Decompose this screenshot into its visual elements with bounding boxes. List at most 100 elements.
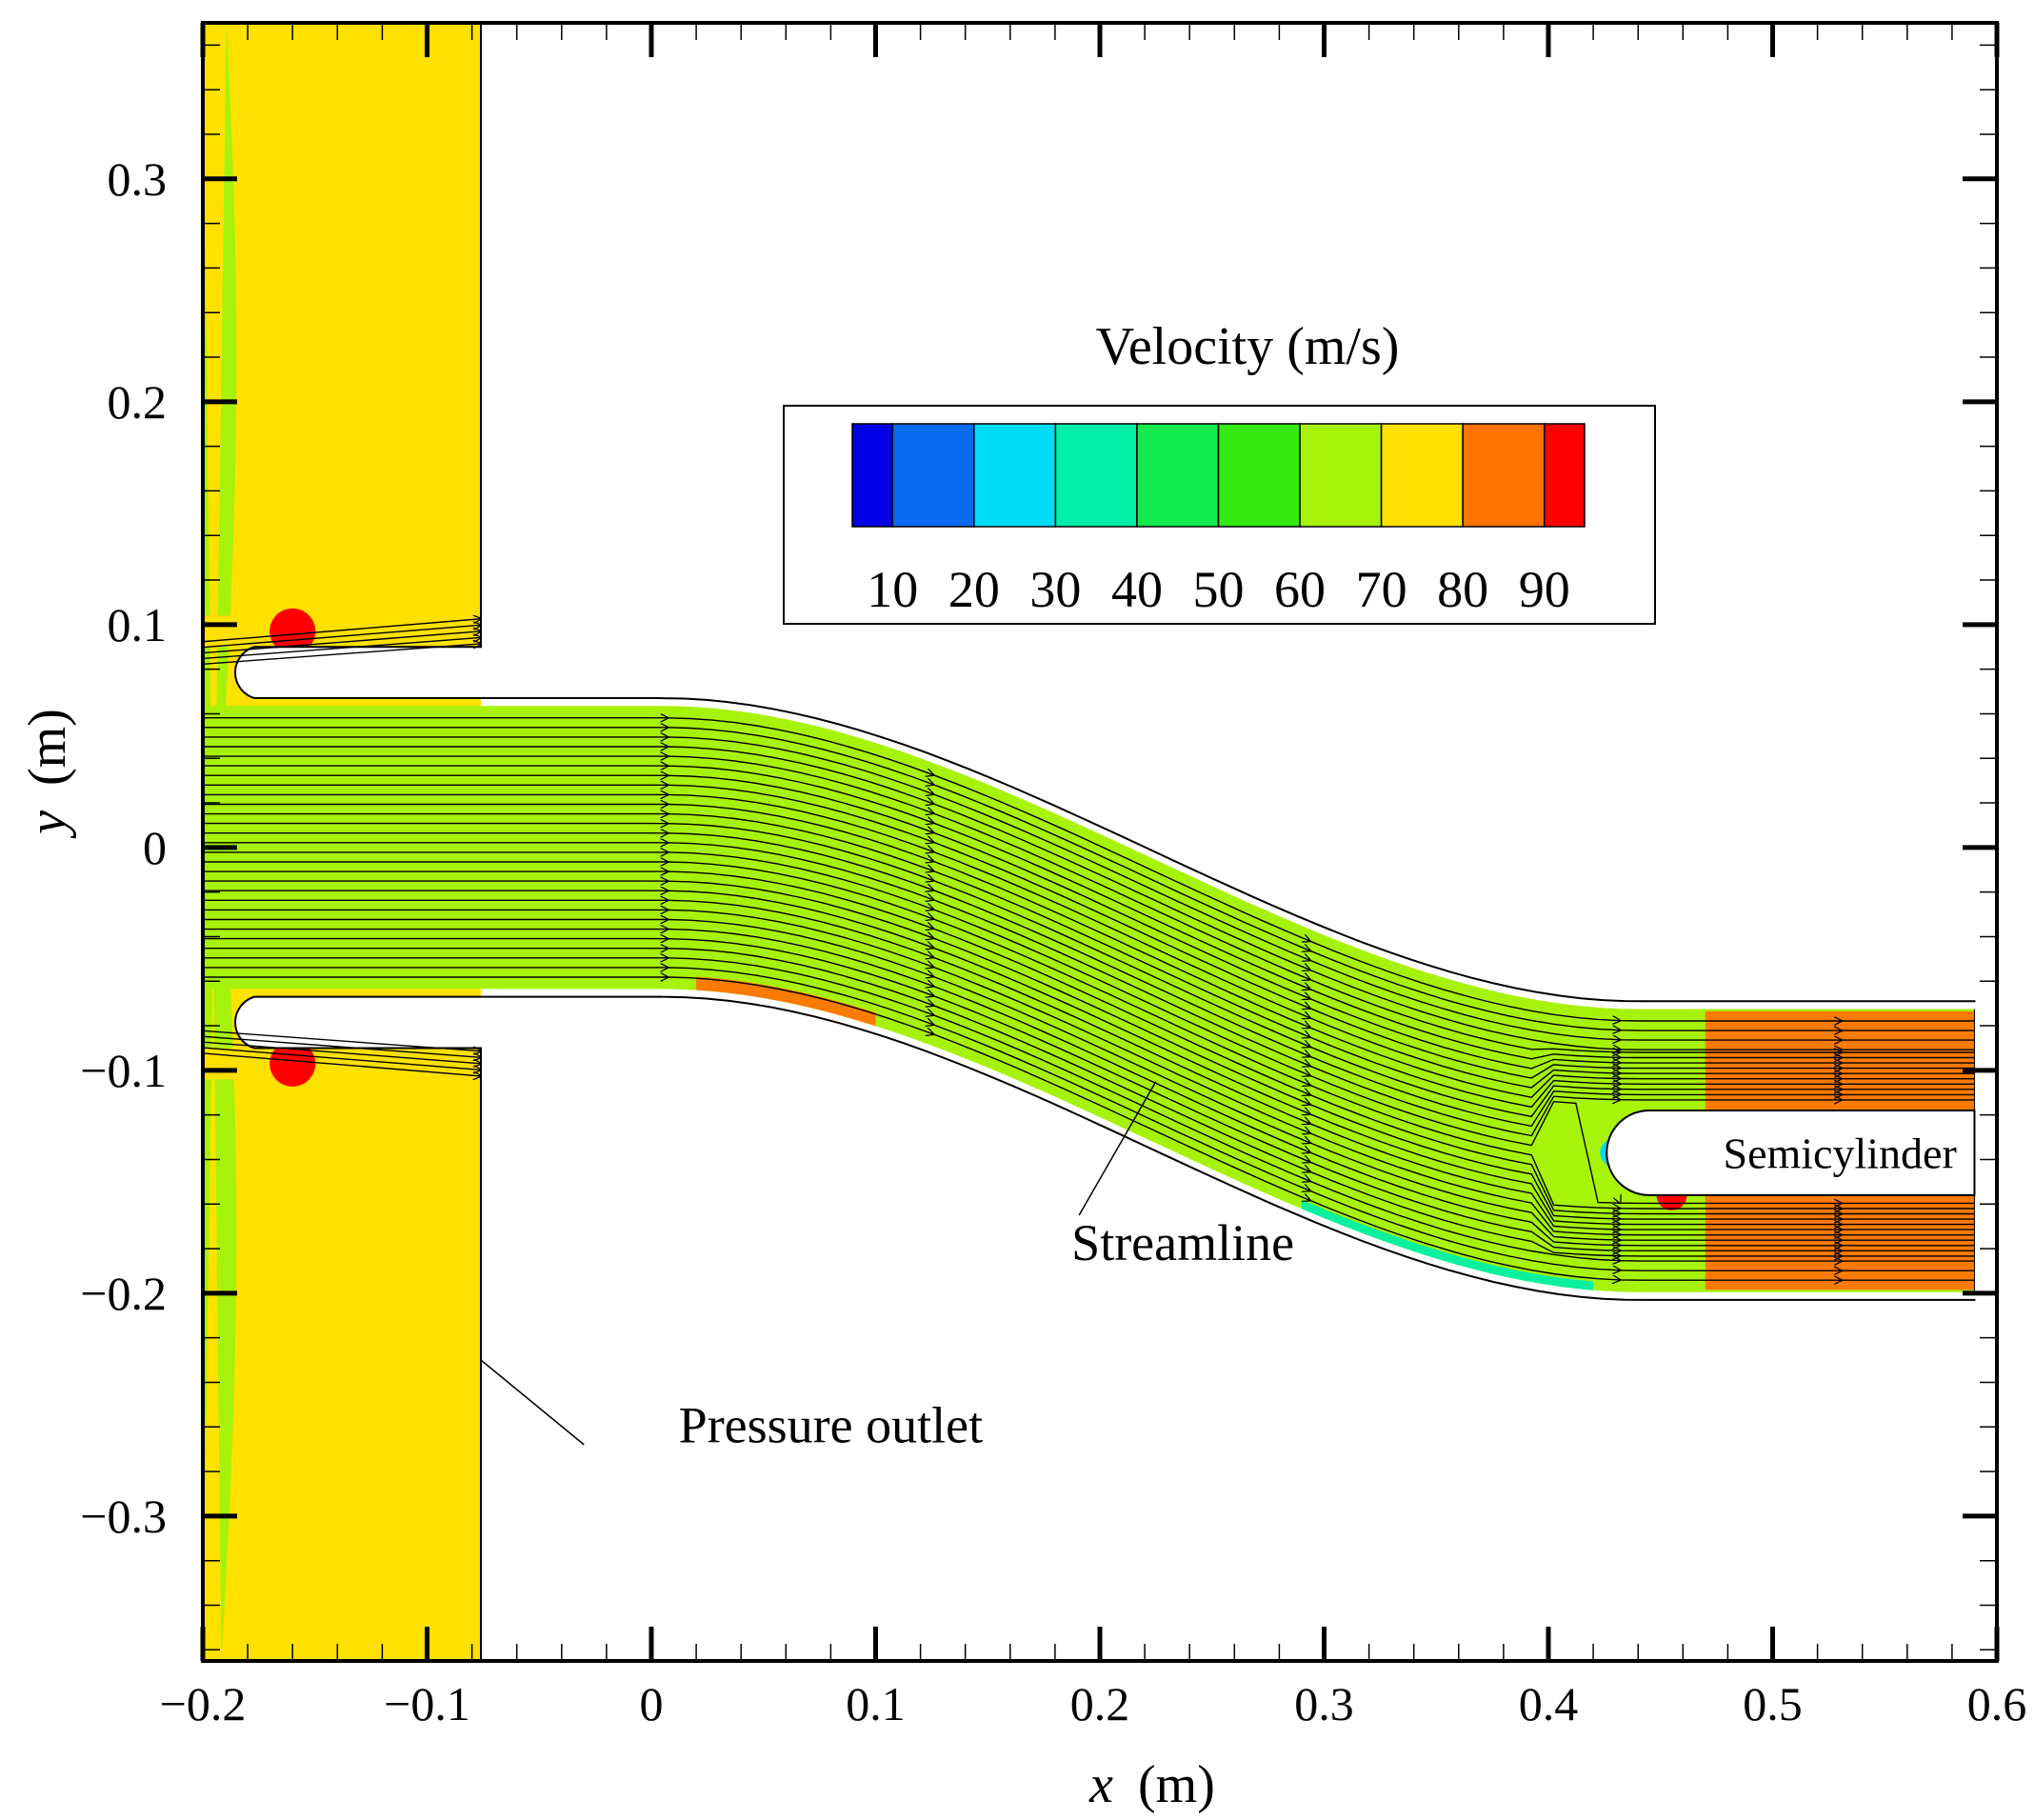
legend-level-labels: 10 20 30 40 50 60 70 80 90	[867, 561, 1569, 618]
legend-level-label: 90	[1519, 561, 1570, 618]
legend-level-label: 60	[1274, 561, 1326, 618]
legend-swatches	[851, 423, 1586, 528]
streamline-9	[203, 899, 1975, 1230]
streamline-7	[203, 918, 1975, 1241]
streamline-26	[203, 736, 1975, 1041]
slot-streamline-1-5	[203, 619, 481, 643]
x-tick-label: 0.5	[1743, 1677, 1803, 1730]
y-axis-symbol: y	[18, 810, 77, 839]
annotation-leader	[480, 1359, 585, 1446]
streamline-5	[203, 937, 1975, 1251]
streamline-23	[203, 765, 1975, 1060]
legend-level-label: 10	[867, 561, 918, 618]
y-tick-label: −0.1	[80, 1044, 167, 1097]
legend-level-label: 20	[948, 561, 1000, 618]
legend-swatch	[1217, 423, 1301, 528]
streamline-3	[203, 957, 1975, 1262]
streamline-13	[203, 861, 1975, 1210]
annotation-label: Streamline	[1071, 1214, 1294, 1271]
streamline-28	[203, 717, 1975, 1022]
x-tick-labels: −0.2 −0.1 0 0.1 0.2 0.3 0.4 0.5 0.6	[160, 1677, 2027, 1730]
semicylinder-body	[1606, 1109, 1976, 1196]
annotation-label: Pressure outlet	[679, 1397, 983, 1454]
x-tick-label: −0.2	[160, 1677, 247, 1730]
annotation-leader	[1078, 1081, 1157, 1216]
x-tick-label: 0.6	[1967, 1677, 2027, 1730]
plot-area	[203, 23, 1997, 1661]
lip-fast-zone-lower	[269, 1040, 316, 1087]
zone-upper-wall	[741, 711, 1212, 953]
streamline-25	[203, 746, 1975, 1050]
legend-level-label: 40	[1111, 561, 1163, 618]
streamline-1	[203, 976, 1975, 1281]
legend-level-label: 70	[1356, 561, 1407, 618]
slot-streamline-2-5	[203, 1030, 481, 1050]
legend-swatch	[1543, 423, 1586, 528]
slot-streamline-1-3	[203, 631, 481, 654]
slot-streamline-1-2	[203, 637, 481, 660]
y-axis-label: y (m)	[18, 709, 77, 839]
x-tick-label: −0.1	[384, 1677, 470, 1730]
slot-streamline-1-1	[203, 644, 481, 666]
legend-swatch	[891, 423, 975, 528]
streamline-18	[203, 812, 1975, 1109]
streamline-21	[203, 784, 1975, 1079]
lower-wall-block	[234, 995, 1997, 1661]
slot-streamline-2-4	[203, 1035, 481, 1057]
streamline-17	[203, 822, 1975, 1118]
x-tick-label: 0.1	[846, 1677, 906, 1730]
legend-swatch	[851, 423, 894, 528]
streamline-8	[203, 909, 1975, 1236]
legend-swatch	[973, 423, 1057, 528]
legend-level-label: 30	[1029, 561, 1081, 618]
x-tick-label: 0.3	[1294, 1677, 1354, 1730]
streamline-12	[203, 870, 1975, 1215]
y-axis-unit: (m)	[18, 709, 77, 786]
x-axis-label: x (m)	[1088, 1755, 1215, 1814]
zone-lower-wall	[696, 976, 876, 1027]
streamline-4	[203, 948, 1975, 1257]
streamline-27	[203, 727, 1975, 1031]
legend-swatch	[1380, 423, 1464, 528]
duct-exit-blank	[1975, 23, 1997, 1661]
streamline-2	[203, 967, 1975, 1271]
x-tick-label: 0.4	[1519, 1677, 1579, 1730]
y-tick-label: 0.3	[108, 152, 168, 206]
legend-swatch	[1136, 423, 1220, 528]
annotation-leaders	[480, 1081, 1157, 1446]
lip-fast-zone-upper	[269, 608, 316, 654]
streamline-11	[203, 880, 1975, 1220]
streamline-14	[203, 851, 1975, 1205]
axis-ticks	[200, 23, 2000, 1661]
streamlines	[203, 619, 1975, 1281]
legend-level-label: 50	[1193, 561, 1245, 618]
streamline-10	[203, 890, 1975, 1226]
streamline-19	[203, 803, 1975, 1098]
streamline-22	[203, 774, 1975, 1070]
velocity-field	[203, 23, 1997, 1661]
slot-streamline-2-3	[203, 1041, 481, 1064]
legend-swatch	[1462, 423, 1546, 528]
streamline-6	[203, 928, 1975, 1247]
annotation-label: Semicylinder	[1724, 1129, 1957, 1177]
x-axis-symbol: x	[1088, 1755, 1113, 1814]
legend-level-label: 80	[1437, 561, 1488, 618]
streamline-24	[203, 755, 1975, 1053]
slot-streamline-2-2	[203, 1047, 481, 1070]
zone-lower-wall-slow	[1301, 1199, 1594, 1290]
streamline-15	[203, 842, 1975, 1137]
streamline-16	[203, 832, 1975, 1128]
y-tick-label: 0	[143, 821, 167, 874]
y-tick-label: −0.2	[80, 1267, 167, 1320]
y-tick-label: 0.1	[108, 598, 168, 651]
y-tick-label: 0.2	[108, 375, 168, 429]
x-axis-unit: (m)	[1138, 1755, 1215, 1814]
x-tick-label: 0	[640, 1677, 664, 1730]
legend-title: Velocity (m/s)	[1096, 317, 1400, 376]
y-tick-label: −0.3	[80, 1490, 167, 1543]
slot-streamline-2-1	[203, 1052, 481, 1076]
annotations: Streamline Pressure outlet Semicylinder	[679, 1129, 1957, 1453]
slot-streamline-1-4	[203, 625, 481, 649]
legend-swatch	[1054, 423, 1138, 528]
